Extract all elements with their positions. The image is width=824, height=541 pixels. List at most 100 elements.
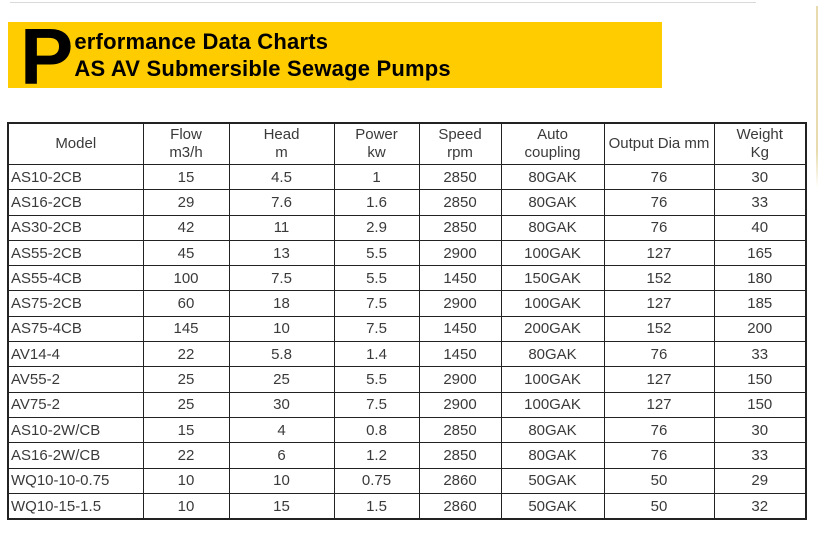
value-cell-flow: 29 — [142, 189, 230, 216]
model-cell: AV75-2 — [7, 391, 144, 418]
value-cell-power: 0.75 — [333, 467, 420, 494]
value-cell-power: 7.5 — [333, 290, 420, 317]
value-cell-power: 5.5 — [333, 239, 420, 267]
table-head: Model Flow m3/h Head m Power kw Speed rpm Auto cou… — [7, 122, 807, 165]
model-cell: AS16-2W/CB — [7, 442, 144, 469]
value-cell-weight: 33 — [713, 341, 807, 368]
model-cell: AS10-2CB — [7, 163, 144, 191]
value-cell-output-dia-mm: 76 — [603, 341, 715, 368]
column-header-model: Model — [7, 122, 144, 165]
value-cell-flow: 25 — [142, 391, 230, 418]
value-cell-auto: 100GAK — [500, 391, 605, 418]
table-row-wq10-10-0-75: WQ10-10-0.75 10 10 0.75 2860 50GAK 50 29 — [7, 467, 807, 494]
model-cell: WQ10-15-1.5 — [7, 492, 144, 520]
banner-titles: erformance Data Charts AS AV Submersible… — [74, 22, 450, 82]
value-cell-power: 7.5 — [333, 391, 420, 418]
value-cell-weight: 180 — [713, 265, 807, 292]
table-row-av55-2: AV55-2 25 25 5.5 2900 100GAK 127 150 — [7, 366, 807, 393]
value-cell-weight: 150 — [713, 391, 807, 418]
value-cell-weight: 40 — [713, 214, 807, 241]
column-header-auto: Auto coupling — [500, 122, 605, 165]
title-banner: P erformance Data Charts AS AV Submersib… — [8, 12, 662, 101]
value-cell-speed: 2850 — [418, 189, 502, 216]
value-cell-output-dia-mm: 152 — [603, 265, 715, 292]
value-cell-speed: 2860 — [418, 492, 502, 520]
value-cell-head: 10 — [228, 467, 335, 494]
value-cell-auto: 50GAK — [500, 467, 605, 494]
value-cell-power: 0.8 — [333, 416, 420, 444]
value-cell-auto: 100GAK — [500, 239, 605, 267]
value-cell-head: 6 — [228, 442, 335, 469]
value-cell-flow: 15 — [142, 163, 230, 191]
value-cell-auto: 50GAK — [500, 492, 605, 520]
value-cell-speed: 1450 — [418, 315, 502, 343]
value-cell-power: 5.5 — [333, 265, 420, 292]
value-cell-output-dia-mm: 127 — [603, 239, 715, 267]
table-row-as55-4cb: AS55-4CB 100 7.5 5.5 1450 150GAK 152 180 — [7, 265, 807, 292]
value-cell-speed: 2850 — [418, 163, 502, 191]
value-cell-weight: 200 — [713, 315, 807, 343]
value-cell-head: 13 — [228, 239, 335, 267]
value-cell-flow: 145 — [142, 315, 230, 343]
value-cell-weight: 185 — [713, 290, 807, 317]
model-cell: AV14-4 — [7, 341, 144, 368]
banner-title: erformance Data Charts — [74, 29, 329, 54]
drop-cap-p: P — [20, 12, 73, 101]
value-cell-head: 30 — [228, 391, 335, 418]
value-cell-power: 1.6 — [333, 189, 420, 216]
model-cell: AS16-2CB — [7, 189, 144, 216]
table-row-as55-2cb: AS55-2CB 45 13 5.5 2900 100GAK 127 165 — [7, 239, 807, 267]
header-row: Model Flow m3/h Head m Power kw Speed rpm Auto cou… — [7, 122, 807, 165]
value-cell-output-dia-mm: 127 — [603, 366, 715, 393]
model-cell: AS55-4CB — [7, 265, 144, 292]
value-cell-flow: 10 — [142, 492, 230, 520]
value-cell-speed: 2850 — [418, 416, 502, 444]
table-row-av14-4: AV14-4 22 5.8 1.4 1450 80GAK 76 33 — [7, 341, 807, 368]
value-cell-output-dia-mm: 76 — [603, 163, 715, 191]
value-cell-auto: 80GAK — [500, 214, 605, 241]
value-cell-output-dia-mm: 127 — [603, 290, 715, 317]
value-cell-weight: 32 — [713, 492, 807, 520]
value-cell-auto: 80GAK — [500, 189, 605, 216]
model-cell: AS55-2CB — [7, 239, 144, 267]
table-row-wq10-15-1-5: WQ10-15-1.5 10 15 1.5 2860 50GAK 50 32 — [7, 492, 807, 520]
value-cell-flow: 22 — [142, 341, 230, 368]
value-cell-power: 2.9 — [333, 214, 420, 241]
model-cell: AS75-4CB — [7, 315, 144, 343]
value-cell-power: 1.5 — [333, 492, 420, 520]
value-cell-weight: 33 — [713, 189, 807, 216]
model-cell: AS30-2CB — [7, 214, 144, 241]
column-header-weight: Weight Kg — [713, 122, 807, 165]
value-cell-weight: 29 — [713, 467, 807, 494]
value-cell-flow: 10 — [142, 467, 230, 494]
value-cell-flow: 25 — [142, 366, 230, 393]
column-header-speed: Speed rpm — [418, 122, 502, 165]
table-row-as16-2cb: AS16-2CB 29 7.6 1.6 2850 80GAK 76 33 — [7, 189, 807, 216]
value-cell-auto: 150GAK — [500, 265, 605, 292]
value-cell-speed: 2900 — [418, 391, 502, 418]
value-cell-speed: 2850 — [418, 214, 502, 241]
value-cell-flow: 15 — [142, 416, 230, 444]
model-cell: AS10-2W/CB — [7, 416, 144, 444]
pump-spec-table: Model Flow m3/h Head m Power kw Speed rpm Auto cou… — [7, 122, 807, 521]
table-body: AS10-2CB 15 4.5 1 2850 80GAK 76 30 AS16-2CB 29 7.6… — [7, 163, 807, 520]
value-cell-flow: 42 — [142, 214, 230, 241]
value-cell-speed: 2850 — [418, 442, 502, 469]
table-row-as10-2w-cb: AS10-2W/CB 15 4 0.8 2850 80GAK 76 30 — [7, 416, 807, 444]
value-cell-head: 7.5 — [228, 265, 335, 292]
value-cell-auto: 100GAK — [500, 290, 605, 317]
value-cell-head: 15 — [228, 492, 335, 520]
value-cell-speed: 1450 — [418, 341, 502, 368]
value-cell-power: 7.5 — [333, 315, 420, 343]
column-header-flow: Flow m3/h — [142, 122, 230, 165]
table-row-as10-2cb: AS10-2CB 15 4.5 1 2850 80GAK 76 30 — [7, 163, 807, 191]
value-cell-weight: 150 — [713, 366, 807, 393]
value-cell-power: 1.2 — [333, 442, 420, 469]
value-cell-head: 4.5 — [228, 163, 335, 191]
value-cell-auto: 200GAK — [500, 315, 605, 343]
value-cell-speed: 2860 — [418, 467, 502, 494]
value-cell-flow: 100 — [142, 265, 230, 292]
value-cell-speed: 2900 — [418, 290, 502, 317]
column-header-head: Head m — [228, 122, 335, 165]
value-cell-auto: 100GAK — [500, 366, 605, 393]
